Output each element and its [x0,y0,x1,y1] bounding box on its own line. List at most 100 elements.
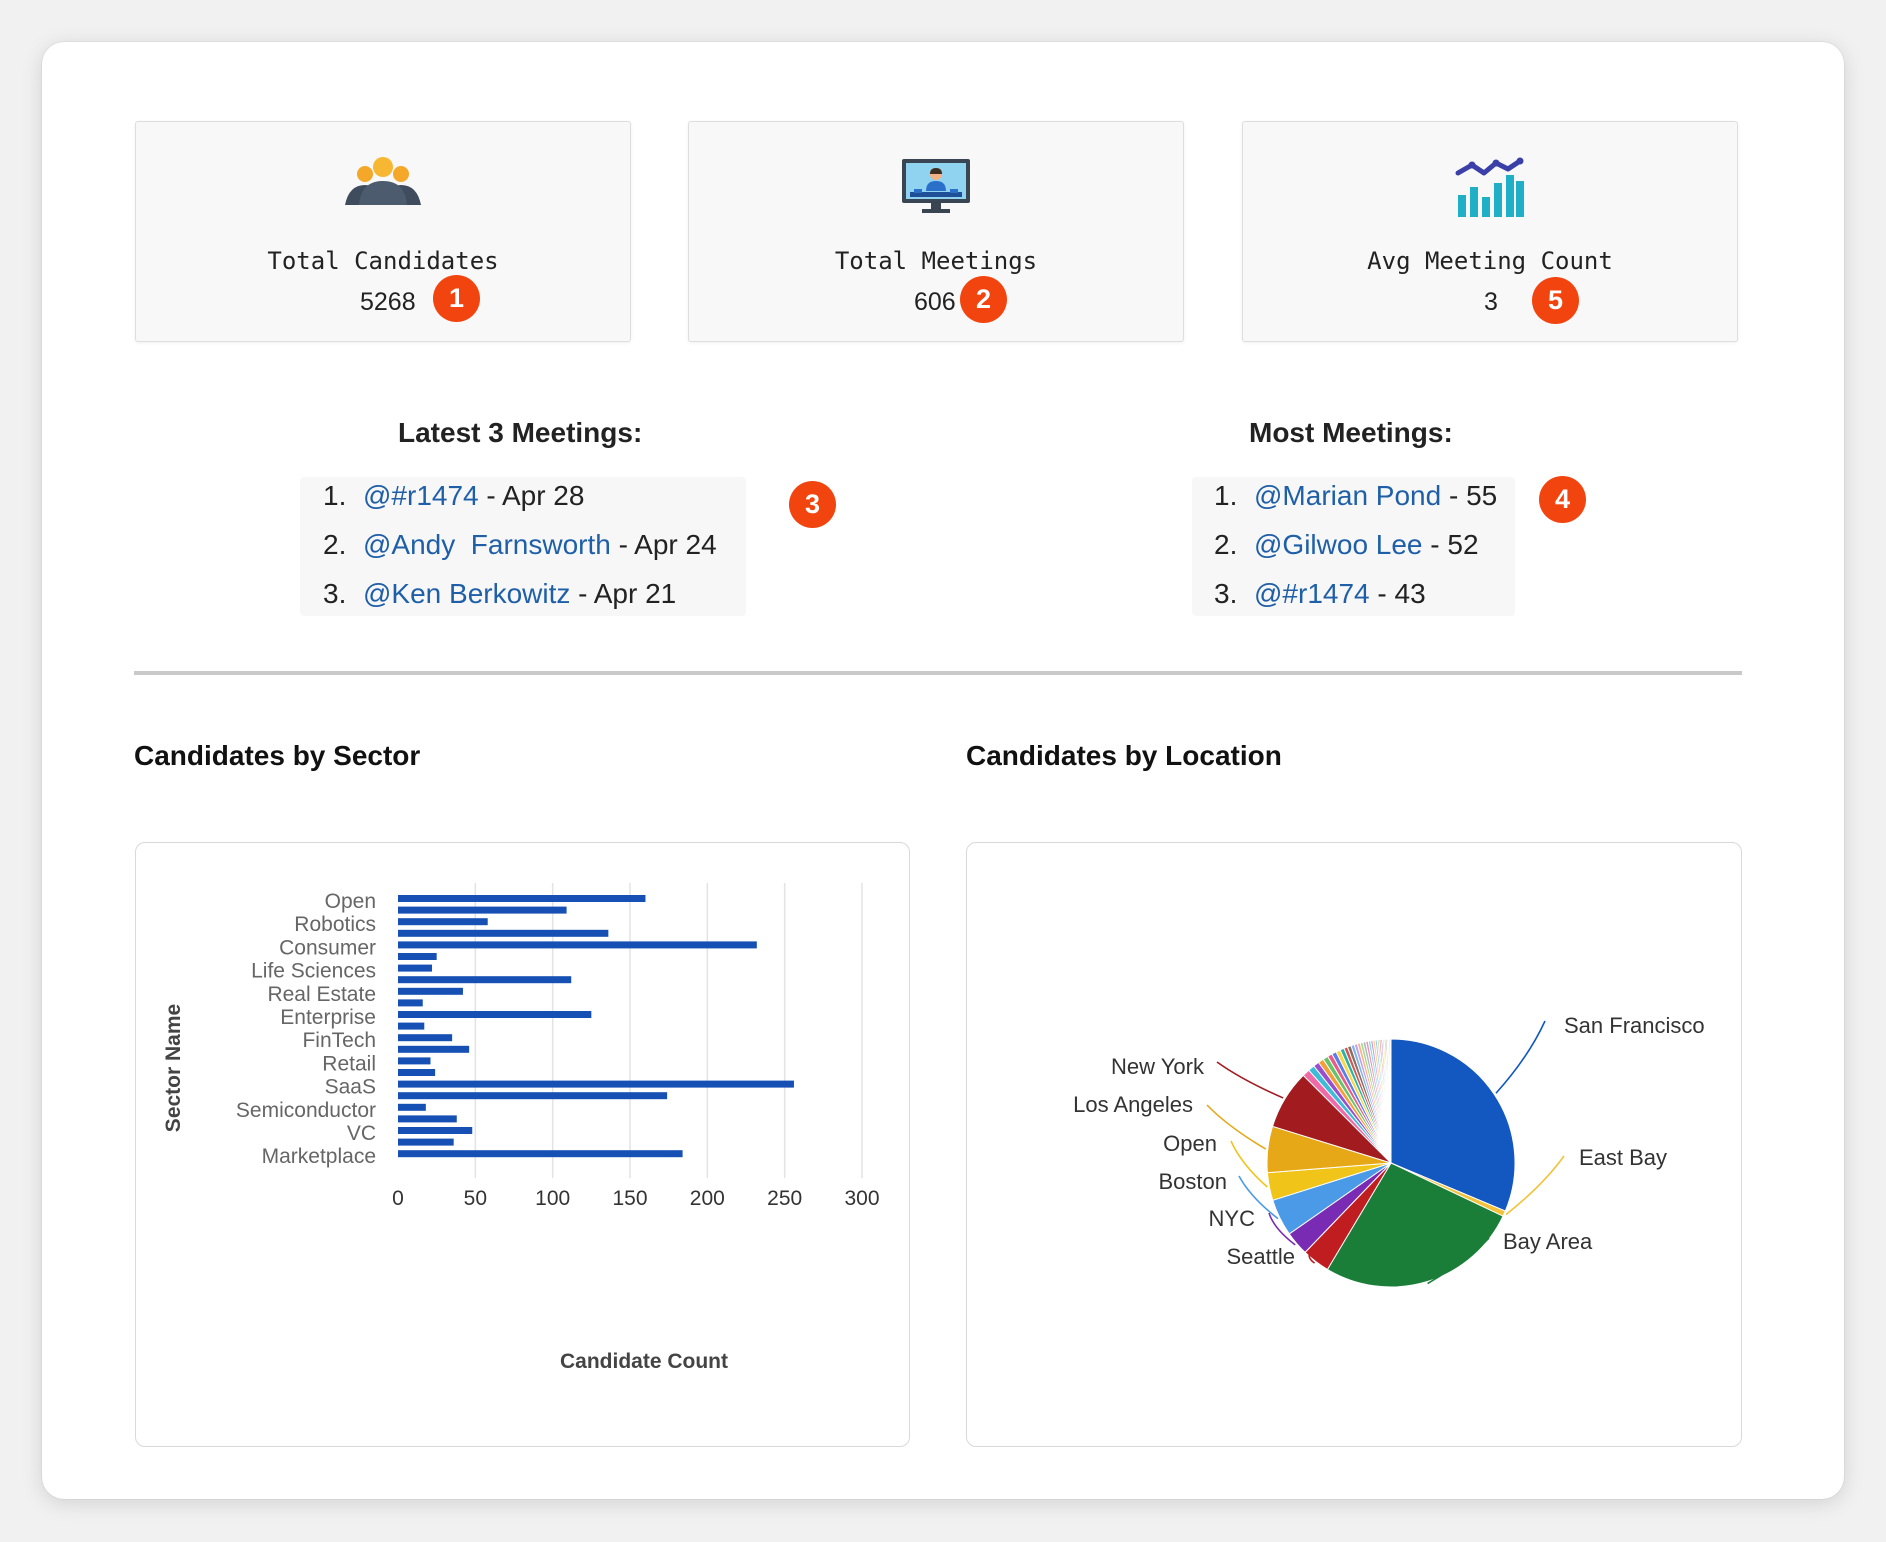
bar [398,1150,683,1158]
bar [398,1127,473,1134]
bar [398,1069,436,1076]
leader-line [1230,1140,1268,1188]
total-candidates-card: Total Candidates 5268 1 [135,121,631,342]
people-group-icon [343,157,423,214]
leader-line [1268,1212,1296,1246]
location-pie-chart: San Francisco East Bay Bay Area Seattle NYC B… [1073,1013,1705,1288]
sector-chart-panel: 0 50 100 150 200 250 300 Open Robotics Consumer Li… [135,842,910,1447]
pie-label: Los Angeles [1073,1092,1193,1117]
y-tick-label: VC [347,1122,376,1145]
leader-line [1427,1237,1490,1285]
bar [398,1057,431,1065]
item-detail: - 55 [1441,480,1498,511]
pie-label: Boston [1159,1169,1228,1194]
x-tick-label: 0 [392,1187,404,1210]
annotation-badge: 1 [433,275,480,322]
y-tick-label: Retail [322,1052,376,1075]
y-tick-label: Consumer [279,936,376,959]
item-detail: - 52 [1422,529,1479,560]
leader-line [1238,1175,1279,1220]
bar [398,1080,794,1088]
bar [398,1045,470,1053]
avg-meeting-count-card: Avg Meeting Count 3 5 [1242,121,1738,342]
card-value: 606 [914,288,956,316]
candidate-link[interactable]: @Marian Pond [1254,480,1442,511]
section-divider [134,671,1742,675]
list-item: 3. @Ken Berkowitz - Apr 21 [323,578,676,610]
pie-label: Bay Area [1503,1229,1593,1254]
list-item: 1. @Marian Pond - 55 [1214,480,1497,512]
most-meetings-list [1192,477,1515,616]
y-tick-label: Real Estate [267,983,376,1006]
bar [398,906,567,914]
bar [398,895,646,902]
bar [398,918,488,926]
bar [398,1034,453,1042]
candidate-link[interactable]: @Gilwoo Lee [1254,529,1423,560]
bar [398,1011,592,1018]
candidate-link[interactable]: @#r1474 [1254,578,1370,609]
x-tick-label: 150 [612,1187,647,1210]
latest-meetings-title: Latest 3 Meetings: [398,417,643,448]
sector-chart-title: Candidates by Sector [134,740,421,771]
y-tick-label: Semiconductor [236,1099,376,1122]
location-chart-title: Candidates by Location [966,740,1282,771]
pie-label: Open [1163,1131,1217,1156]
item-number: 3. [323,578,347,609]
pie-label: New York [1111,1054,1205,1079]
y-tick-label: Open [325,890,376,913]
y-tick-label: Marketplace [262,1145,376,1168]
bar [398,1022,425,1030]
item-number: 2. [1214,529,1238,560]
card-label: Total Candidates [267,247,499,275]
item-detail: - Apr 28 [478,480,585,511]
bar [398,929,609,937]
pie-label: NYC [1209,1206,1256,1231]
annotation-badge: 3 [789,481,836,528]
annotation-badge: 5 [1532,277,1579,324]
leader-line [1206,1104,1267,1150]
item-number: 3. [1214,578,1238,609]
leader-line [1505,1155,1565,1216]
x-axis-label: Candidate Count [560,1350,728,1373]
most-meetings-title: Most Meetings: [1249,417,1453,448]
bar [398,999,423,1007]
list-item: 1. @#r1474 - Apr 28 [323,480,584,512]
item-detail: - Apr 24 [610,529,717,560]
item-detail: - 43 [1369,578,1426,609]
annotation-badge: 2 [960,276,1007,323]
dashboard-window: Total Candidates 5268 1 Total Meetings 6… [42,42,1844,1499]
card-label: Total Meetings [834,247,1038,275]
list-item: 2. @Gilwoo Lee - 52 [1214,529,1479,561]
y-tick-label: Enterprise [280,1006,376,1029]
candidate-link[interactable]: @Ken Berkowitz [363,578,571,609]
leader-line [1216,1061,1284,1099]
bar [398,1138,454,1146]
y-tick-label: Life Sciences [251,960,376,983]
sector-bar-chart: 0 50 100 150 200 250 300 OpenRoboticsConsumerLi… [162,883,880,1373]
bar-chart-trend-icon [1454,157,1526,224]
bar [398,1092,668,1100]
x-tick-label: 250 [767,1187,802,1210]
y-tick-label: SaaS [325,1076,376,1099]
card-label: Avg Meeting Count [1367,247,1613,275]
bar [398,1103,426,1111]
x-tick-label: 200 [690,1187,725,1210]
bar [398,964,433,972]
pie-slice [1390,1038,1516,1212]
x-tick-label: 50 [464,1187,487,1210]
y-tick-label: Robotics [294,913,376,936]
video-meeting-icon [900,157,972,220]
y-axis-label: Sector Name [162,1004,185,1132]
bar [398,941,757,949]
list-item: 3. @#r1474 - 43 [1214,578,1426,610]
pie-slice [1326,1162,1504,1288]
card-value: 3 [1484,288,1498,316]
y-tick-label: FinTech [302,1029,376,1052]
candidate-link[interactable]: @#r1474 [363,480,479,511]
bar [398,987,463,995]
item-number: 1. [1214,480,1238,511]
pie-slice [1389,1038,1392,1164]
card-value: 5268 [360,288,416,316]
candidate-link[interactable]: @Andy Farnsworth [363,529,611,560]
